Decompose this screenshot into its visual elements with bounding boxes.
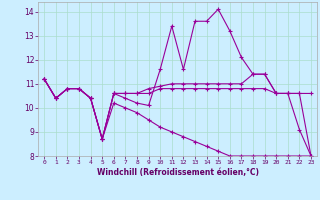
X-axis label: Windchill (Refroidissement éolien,°C): Windchill (Refroidissement éolien,°C)	[97, 168, 259, 177]
